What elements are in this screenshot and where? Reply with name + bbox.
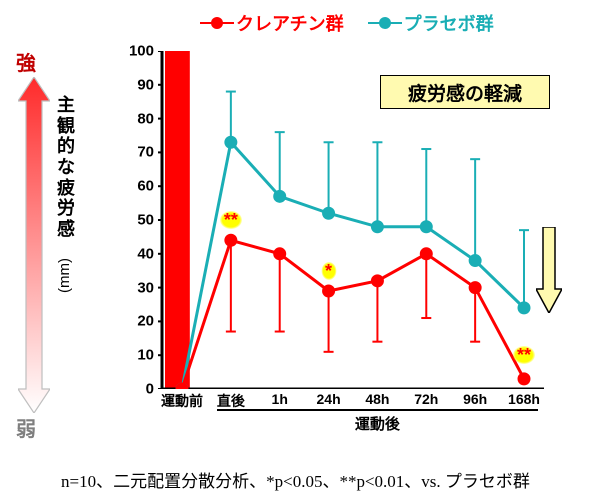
- y-tick: 50: [124, 212, 154, 229]
- y-tick: 60: [124, 178, 154, 195]
- side-panel: 強 弱 主観的な疲労感 (mm): [16, 45, 111, 445]
- y-tick: 20: [124, 313, 154, 330]
- legend-label-creatine: クレアチン群: [236, 10, 344, 36]
- legend: クレアチン群 プラセボ群: [200, 10, 580, 36]
- legend-swatch-creatine: [200, 17, 234, 29]
- x-tick: 1h: [272, 391, 288, 407]
- figure-caption: n=10、二元配置分散分析、*p<0.05、**p<0.01、vs. プラセボ群: [0, 467, 591, 492]
- figure-root: クレアチン群 プラセボ群 強 弱: [0, 0, 591, 500]
- y-axis-unit: (mm): [56, 258, 73, 293]
- strong-label: 強: [16, 47, 36, 76]
- legend-item-creatine: クレアチン群: [200, 10, 344, 36]
- chart-area: 0 10 20 30 40 50 60 70 80 90 100 運動前直後 1h 24h 48h 72h 96…: [120, 45, 570, 445]
- legend-label-placebo: プラセボ群: [404, 10, 494, 36]
- y-tick: 80: [124, 110, 154, 127]
- x-tick: 48h: [365, 391, 389, 407]
- legend-swatch-placebo: [368, 17, 402, 29]
- x-tick: 24h: [317, 391, 341, 407]
- chart-title-box: 疲労感の軽減: [380, 75, 550, 109]
- legend-marker-placebo: [379, 17, 391, 29]
- y-tick: 10: [124, 347, 154, 364]
- x-tick: 168h: [508, 391, 540, 407]
- significance-star: **: [513, 346, 535, 364]
- x-group-label: 運動後: [217, 413, 538, 434]
- y-tick: 40: [124, 245, 154, 262]
- y-tick: 100: [124, 43, 154, 60]
- x-tick: 72h: [414, 391, 438, 407]
- y-tick: 70: [124, 144, 154, 161]
- x-tick: 運動前: [161, 391, 203, 411]
- weak-label: 弱: [16, 413, 36, 442]
- y-tick: 0: [124, 381, 154, 398]
- significance-star: **: [220, 211, 242, 229]
- legend-item-placebo: プラセボ群: [368, 10, 494, 36]
- x-tick: 直後: [217, 391, 245, 411]
- chart-row: 強 弱 主観的な疲労感 (mm): [0, 45, 591, 445]
- y-axis-label: 主観的な疲労感: [56, 95, 76, 240]
- y-tick: 30: [124, 279, 154, 296]
- significance-star: *: [321, 262, 336, 280]
- legend-marker-creatine: [211, 17, 223, 29]
- gradient-arrow: [18, 77, 50, 413]
- x-tick: 96h: [463, 391, 487, 407]
- y-tick: 90: [124, 76, 154, 93]
- down-arrow-icon: [536, 227, 562, 313]
